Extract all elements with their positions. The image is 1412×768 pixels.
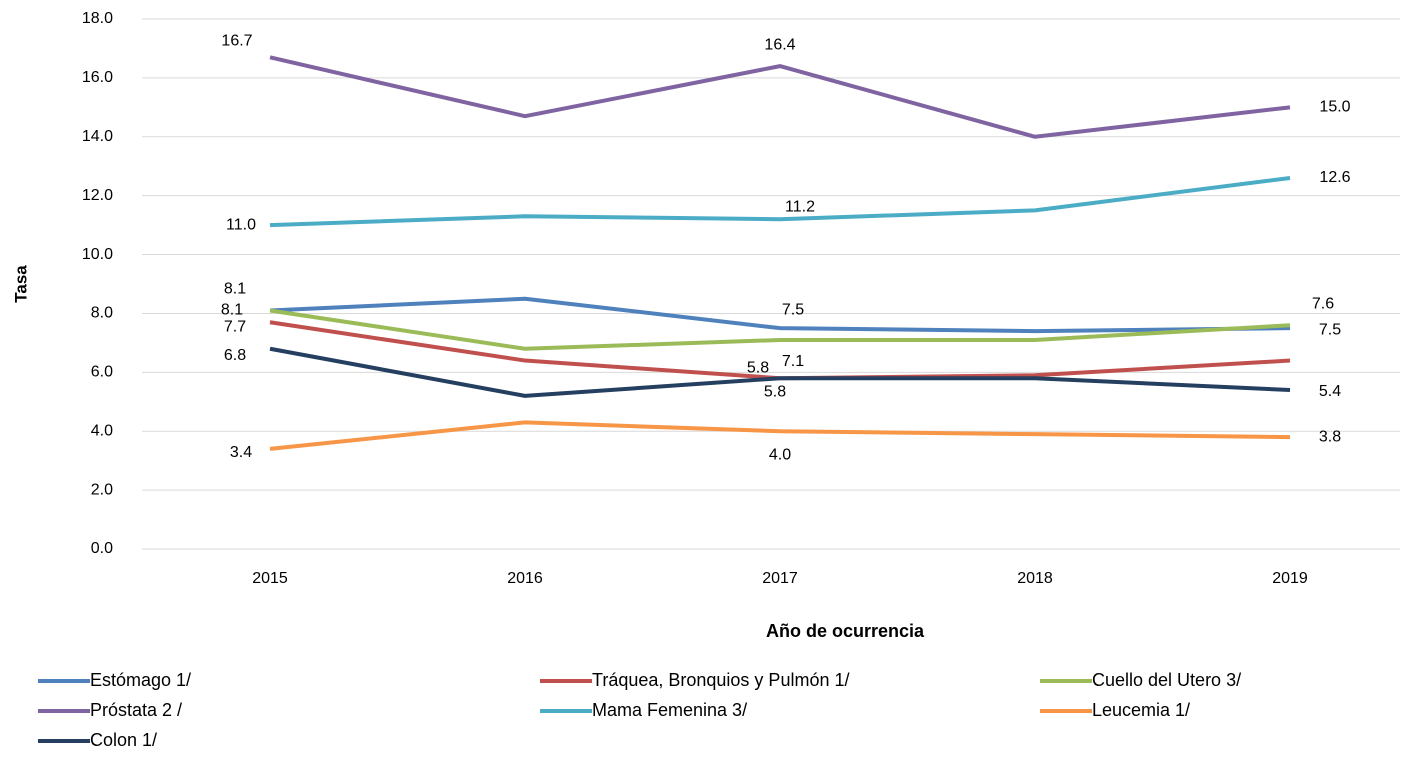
legend-label: Estómago 1/ — [90, 670, 191, 690]
legend-label: Próstata 2 / — [90, 700, 182, 720]
y-tick-label: 2.0 — [91, 481, 113, 498]
data-label: 7.7 — [224, 318, 246, 335]
series-line — [269, 176, 1291, 228]
x-axis-label: Año de ocurrencia — [766, 621, 925, 641]
data-label: 7.5 — [1319, 321, 1341, 338]
data-label: 11.2 — [785, 198, 815, 215]
data-label: 11.0 — [226, 216, 256, 233]
y-tick-label: 16.0 — [82, 69, 113, 86]
series-line — [269, 55, 1291, 139]
x-tick-label: 2017 — [762, 570, 798, 587]
series-line — [269, 420, 1291, 451]
data-label: 8.1 — [224, 281, 246, 298]
x-tick-label: 2018 — [1017, 570, 1053, 587]
legend-label: Cuello del Utero 3/ — [1092, 670, 1241, 690]
y-tick-label: 4.0 — [91, 422, 113, 439]
data-label: 7.1 — [782, 353, 804, 370]
data-label: 5.8 — [747, 359, 769, 376]
legend-label: Tráquea, Bronquios y Pulmón 1/ — [592, 670, 849, 690]
y-tick-label: 14.0 — [82, 128, 113, 145]
series-line — [269, 346, 1291, 398]
y-tick-label: 10.0 — [82, 246, 113, 263]
legend-label: Mama Femenina 3/ — [592, 700, 747, 720]
legend-label: Colon 1/ — [90, 730, 157, 750]
series-line — [269, 296, 1291, 334]
data-label: 7.6 — [1312, 295, 1334, 312]
data-label: 15.0 — [1319, 99, 1350, 116]
series-line — [269, 308, 1291, 351]
data-label: 3.8 — [1319, 428, 1341, 445]
data-label: 5.8 — [764, 383, 786, 400]
data-label: 4.0 — [769, 446, 791, 463]
legend-label: Leucemia 1/ — [1092, 700, 1190, 720]
y-tick-label: 8.0 — [91, 305, 113, 322]
data-label: 7.5 — [782, 301, 804, 318]
x-tick-label: 2016 — [507, 570, 543, 587]
y-tick-label: 18.0 — [82, 10, 113, 27]
y-tick-label: 6.0 — [91, 364, 113, 381]
x-tick-label: 2019 — [1272, 570, 1308, 587]
data-label: 8.1 — [221, 302, 243, 319]
data-label: 3.4 — [230, 444, 252, 461]
x-tick-label: 2015 — [252, 570, 288, 587]
y-tick-label: 12.0 — [82, 187, 113, 204]
y-axis-label: Tasa — [11, 265, 30, 303]
data-label: 5.4 — [1319, 383, 1341, 400]
data-label: 6.8 — [224, 347, 246, 364]
data-label: 16.7 — [221, 32, 252, 49]
y-tick-label: 0.0 — [91, 540, 113, 557]
data-label: 16.4 — [764, 36, 795, 53]
data-label: 12.6 — [1319, 169, 1350, 186]
